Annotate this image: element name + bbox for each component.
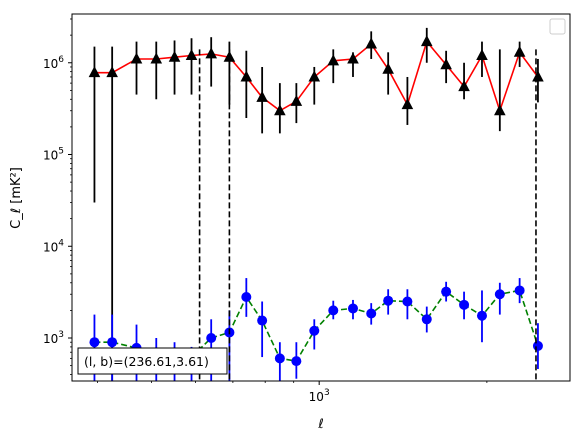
data-point: [494, 104, 506, 116]
axes: 103 104 105 106 103: [43, 18, 488, 404]
y-tick-label: 103: [43, 330, 64, 346]
data-point: [347, 52, 359, 64]
plot-frame: [71, 13, 571, 382]
data-point: [241, 291, 252, 302]
data-point: [290, 94, 303, 106]
data-point: [532, 70, 544, 82]
annotation-frame: [77, 347, 228, 375]
y-tick-label: 106: [43, 55, 64, 71]
data-point: [240, 70, 253, 82]
data-point: [420, 35, 433, 47]
data-point: [89, 337, 100, 348]
data-point: [476, 310, 487, 321]
data-point: [365, 37, 378, 49]
data-point: [458, 80, 470, 92]
data-point: [309, 325, 320, 336]
data-point: [308, 70, 321, 82]
data-point: [150, 52, 163, 64]
annotation-box: (l, b)=(236.61,3.61): [77, 347, 228, 375]
data-point: [459, 299, 470, 310]
data-point: [421, 314, 432, 325]
y-tick-label: 105: [43, 147, 64, 163]
data-point: [205, 47, 218, 59]
data-point: [168, 50, 181, 62]
data-point: [328, 305, 339, 316]
data-point: [383, 295, 394, 306]
data-point: [513, 45, 526, 57]
data-point: [274, 353, 285, 364]
data-point: [206, 333, 217, 344]
data-point: [514, 285, 525, 296]
data-point: [257, 315, 268, 326]
annotation-text: (l, b)=(236.61,3.61): [84, 354, 209, 369]
data-point: [347, 303, 358, 314]
data-point: [440, 58, 452, 70]
data-point: [476, 48, 488, 60]
legend-box: [549, 18, 566, 35]
data-point: [494, 289, 505, 300]
data-point: [130, 52, 143, 64]
data-point: [401, 98, 414, 110]
x-tick-label: 103: [309, 388, 330, 404]
data-point: [107, 337, 118, 348]
data-point: [88, 66, 101, 78]
data-point: [274, 104, 286, 116]
plot-area: [88, 27, 544, 381]
x-axis-label: ℓ: [317, 417, 323, 432]
data-point: [366, 308, 377, 319]
vertical-lines: [198, 49, 537, 381]
data-point: [291, 356, 302, 367]
data-point: [185, 48, 198, 60]
data-point: [402, 296, 413, 307]
data-point: [441, 286, 452, 297]
y-axis-label: C_ℓ [mK²]: [9, 167, 24, 229]
y-tick-label: 104: [43, 238, 64, 254]
data-point: [223, 50, 236, 62]
data-point: [532, 340, 543, 351]
data-point: [327, 54, 340, 66]
data-point: [106, 66, 118, 78]
data-point: [256, 90, 268, 102]
data-point: [382, 62, 394, 74]
